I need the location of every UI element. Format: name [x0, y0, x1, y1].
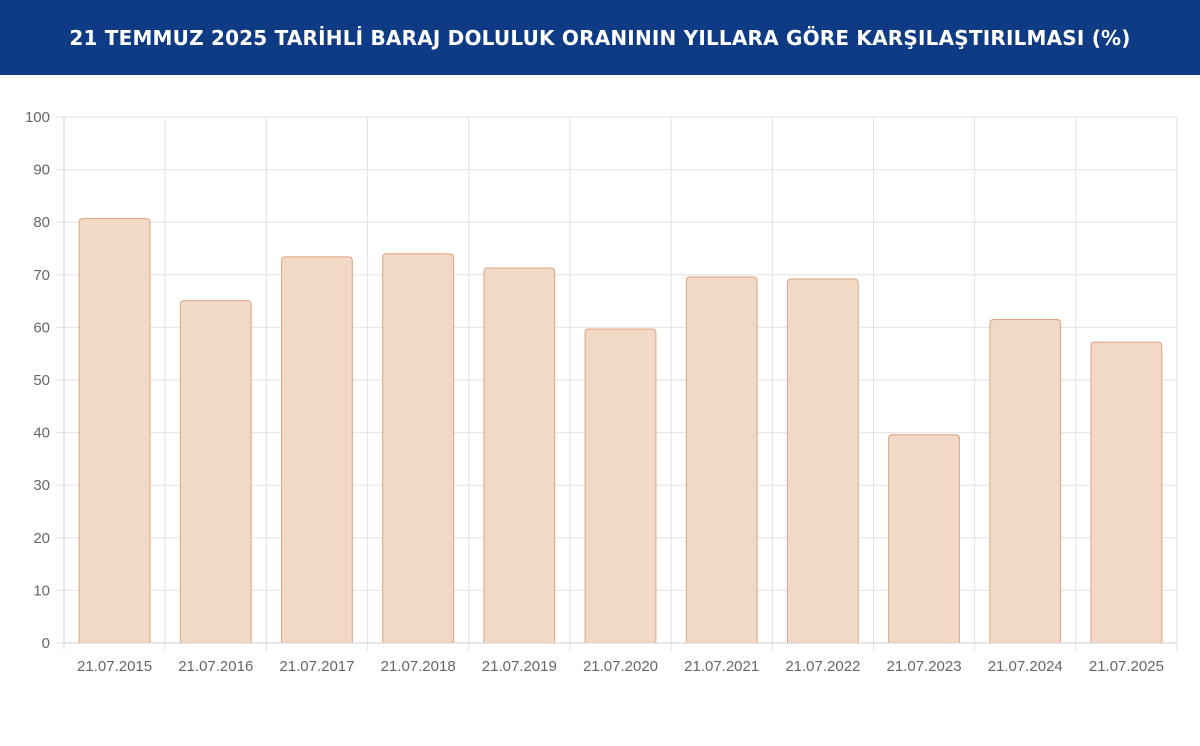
chart-title: 21 TEMMUZ 2025 TARİHLİ BARAJ DOLULUK ORA… — [69, 25, 1131, 50]
y-tick-label: 30 — [33, 477, 50, 494]
y-tick-label: 70 — [33, 267, 50, 284]
y-tick-label: 90 — [33, 162, 50, 179]
x-tick-label: 21.07.2016 — [178, 658, 253, 675]
y-tick-label: 10 — [33, 582, 50, 599]
y-tick-label: 100 — [25, 109, 50, 126]
x-tick-label: 21.07.2023 — [887, 658, 962, 675]
chart-area: 0 10 20 30 40 50 60 70 80 90 100 21.07.2015 21.07.20… — [0, 75, 1200, 741]
bar — [1090, 341, 1163, 644]
y-tick-label: 50 — [33, 372, 50, 389]
x-tick-label: 21.07.2020 — [583, 658, 658, 675]
y-tick-label: 0 — [42, 635, 50, 652]
x-tick-label: 21.07.2025 — [1089, 658, 1164, 675]
bar-chart: 0 10 20 30 40 50 60 70 80 90 100 21.07.2015 21.07.20… — [25, 109, 1178, 675]
x-tick-label: 21.07.2015 — [77, 658, 152, 675]
bar — [786, 278, 859, 644]
bar — [382, 253, 455, 644]
y-tick-label: 40 — [33, 425, 50, 442]
bar — [78, 218, 151, 644]
x-tick-label: 21.07.2017 — [279, 658, 354, 675]
x-tick-label: 21.07.2019 — [482, 658, 557, 675]
bar — [888, 434, 960, 644]
y-tick-label: 80 — [33, 214, 50, 231]
axis-layer: 0 10 20 30 40 50 60 70 80 90 100 21.07.2015 21.07.20… — [25, 109, 1177, 675]
bar — [281, 256, 353, 644]
bar — [179, 300, 252, 644]
bar — [584, 328, 657, 644]
y-tick-label: 60 — [33, 319, 50, 336]
bar — [989, 319, 1062, 644]
x-tick-label: 21.07.2018 — [381, 658, 456, 675]
x-tick-label: 21.07.2022 — [785, 658, 860, 675]
y-tick-label: 20 — [33, 530, 50, 547]
bar-layer — [78, 218, 1163, 644]
x-tick-label: 21.07.2021 — [684, 658, 759, 675]
bar — [483, 267, 556, 644]
chart-header: 21 TEMMUZ 2025 TARİHLİ BARAJ DOLULUK ORA… — [0, 0, 1200, 75]
bar — [685, 276, 758, 644]
x-tick-label: 21.07.2024 — [988, 658, 1063, 675]
